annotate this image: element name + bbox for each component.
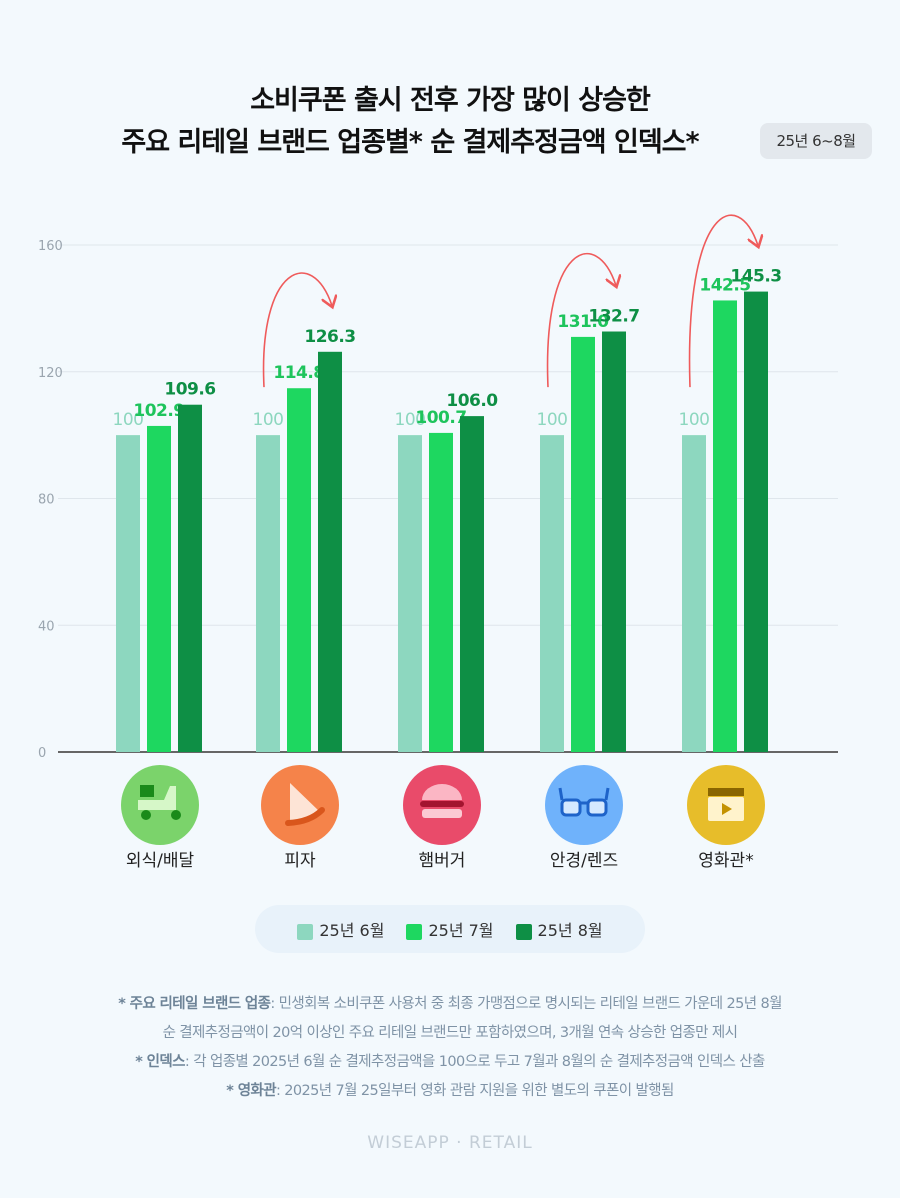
bar-1	[540, 435, 564, 752]
data-label: 100.7	[415, 408, 466, 428]
data-label: 145.3	[730, 267, 781, 287]
data-label: 114.8	[273, 363, 324, 383]
pizza-slice	[290, 783, 320, 823]
bar-2	[429, 432, 453, 752]
bar-2	[147, 425, 171, 752]
growth-arrow	[688, 214, 758, 388]
bar-3	[460, 416, 484, 752]
data-label: 100	[113, 410, 144, 430]
data-label: 109.6	[164, 380, 215, 400]
y-tick-label: 80	[38, 493, 55, 508]
glasses-icon	[545, 765, 623, 845]
category-label: 햄버거	[419, 851, 466, 871]
bar-1	[256, 435, 280, 752]
data-label: 102.9	[133, 401, 184, 421]
data-label: 100	[537, 410, 568, 430]
data-label: 100	[253, 410, 284, 430]
bar-3	[178, 404, 202, 752]
category-label: 안경/렌즈	[550, 851, 618, 871]
bar-3	[744, 291, 768, 752]
data-label: 142.5	[699, 275, 750, 295]
footnotes: * 주요 리테일 브랜드 업종: 민생회복 소비쿠폰 사용처 중 최종 가맹점으…	[0, 990, 900, 1106]
y-tick-label: 120	[38, 366, 63, 381]
chart-title-line2: 주요 리테일 브랜드 업종별* 순 결제추정금액 인덱스*	[121, 127, 699, 158]
note-2: 순 결제추정금액이 20억 이상인 주요 리테일 브랜드만 포함하였으며, 3개…	[162, 1025, 738, 1041]
footer-brand: WISEAPP · RETAIL	[367, 1133, 533, 1153]
bar-chart: 04080120160100102.9109.6100114.8126.3100…	[38, 214, 838, 871]
box-shape	[140, 785, 154, 797]
data-label: 100	[395, 410, 426, 430]
y-tick-label: 0	[38, 746, 46, 761]
growth-arrow	[546, 252, 616, 388]
category-label: 영화관*	[698, 851, 753, 871]
bun-bottom	[422, 809, 462, 818]
y-tick-label: 160	[38, 239, 63, 254]
play-icon	[722, 803, 732, 815]
pizza-crust	[285, 807, 325, 826]
legend-item-aug: 25년 8월	[515, 917, 603, 941]
frame	[558, 787, 610, 805]
note-3: * 인덱스: 각 업종별 2025년 6월 순 결제추정금액을 100으로 두고…	[135, 1054, 765, 1070]
bun-top	[422, 784, 462, 800]
bar-1	[116, 435, 140, 752]
bar-1	[682, 435, 706, 752]
legend-item-jun: 25년 6월	[297, 917, 384, 941]
data-label: 100	[679, 410, 710, 430]
period-badge: 25년 6~8월	[760, 123, 872, 159]
category-label: 피자	[284, 851, 316, 871]
legend: 25년 6월 25년 7월 25년 8월	[255, 905, 645, 953]
growth-arrow	[262, 272, 332, 388]
data-label: 106.0	[446, 391, 498, 411]
bar-1	[398, 435, 422, 752]
note-1: * 주요 리테일 브랜드 업종: 민생회복 소비쿠폰 사용처 중 최종 가맹점으…	[118, 996, 782, 1012]
legend-item-jul: 25년 7월	[406, 917, 494, 941]
scooter-body	[138, 786, 176, 810]
category-label: 외식/배달	[126, 851, 195, 871]
chart-title-line1: 소비쿠폰 출시 전후 가장 많이 상승한	[250, 85, 651, 116]
data-label: 126.3	[304, 327, 355, 347]
data-label: 132.7	[588, 307, 639, 327]
bar-2	[571, 336, 595, 752]
lens	[586, 798, 608, 817]
data-label: 131.0	[557, 312, 609, 332]
bar-3	[602, 331, 626, 752]
wheel	[141, 810, 151, 820]
bar-2	[713, 300, 737, 752]
clapper-top	[708, 788, 744, 796]
note-4: * 영화관: 2025년 7월 25일부터 영화 관람 지원을 위한 별도의 쿠…	[226, 1083, 674, 1099]
lens	[560, 798, 582, 817]
wheel	[171, 810, 181, 820]
y-tick-label: 40	[38, 619, 55, 634]
bar-3	[318, 351, 342, 752]
patty	[420, 801, 464, 807]
bar-2	[287, 388, 311, 752]
